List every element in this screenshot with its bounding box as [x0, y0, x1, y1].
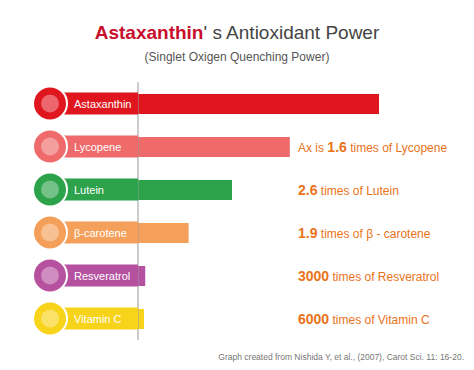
svg-text:β-carotene: β-carotene — [74, 227, 127, 239]
html-text:(Singlet Oxigen Quenching Powe: (Singlet Oxigen Quenching Power) — [144, 50, 330, 64]
html-text:Astaxanthin ' s Antioxidant Po: Astaxanthin ' s Antioxidant Power — [94, 22, 380, 43]
svg-text:1.9 times of β - carotene: 1.9 times of β - carotene — [298, 225, 431, 241]
svg-text:Lycopene: Lycopene — [74, 141, 121, 153]
html-text:Graph created from Nishida Y,: Graph created from Nishida Y, et al., (2… — [218, 352, 464, 362]
svg-text:Lutein: Lutein — [74, 184, 104, 196]
svg-text:2.6 times of Lutein: 2.6 times of Lutein — [298, 182, 399, 198]
svg-text:Astaxanthin: Astaxanthin — [74, 98, 131, 110]
svg-text:Vitamin C: Vitamin C — [74, 313, 122, 325]
svg-text:Ax is 1.6 times of Lycopene: Ax is 1.6 times of Lycopene — [298, 139, 447, 155]
svg-text:Resveratrol: Resveratrol — [74, 270, 130, 282]
svg-text:3000 times of Resveratrol: 3000 times of Resveratrol — [298, 268, 439, 284]
svg-text:6000 times of Vitamin C: 6000 times of Vitamin C — [298, 311, 430, 327]
